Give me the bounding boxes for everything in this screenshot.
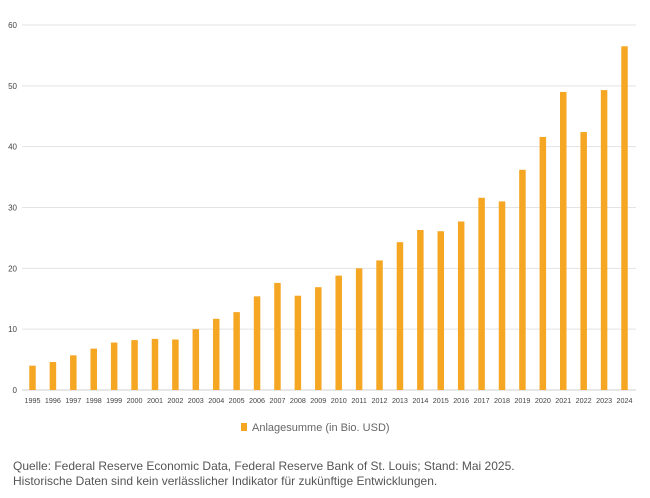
x-tick-label: 2011	[351, 396, 366, 405]
bar-2000	[131, 340, 138, 390]
x-tick-label: 2017	[474, 396, 490, 405]
bar-1995	[29, 365, 36, 390]
bar-2011	[355, 268, 363, 390]
x-tick-label: 2014	[412, 396, 428, 405]
bar-2023	[600, 90, 608, 390]
x-tick-label: 2024	[617, 396, 633, 405]
x-tick-label: 2016	[453, 396, 469, 405]
y-tick-label: 20	[8, 264, 17, 273]
footnote-source: Quelle: Federal Reserve Economic Data, F…	[13, 459, 515, 473]
bar-2004	[212, 318, 220, 390]
bar-2005	[233, 312, 240, 390]
bar-2017	[478, 197, 485, 390]
bar-2007	[274, 282, 281, 390]
x-tick-label: 2021	[555, 396, 571, 405]
bar-2019	[519, 169, 526, 390]
bar-1997	[70, 355, 77, 390]
y-tick-label: 30	[8, 204, 17, 213]
bar-2002	[172, 339, 179, 390]
bar-2009	[315, 287, 322, 390]
x-tick-label: 2006	[249, 396, 265, 405]
bar-2024	[621, 46, 628, 391]
x-tick-label: 2012	[372, 396, 388, 405]
gridlines	[22, 24, 636, 391]
x-tick-label: 1999	[106, 396, 122, 405]
x-tick-label: 2007	[269, 396, 285, 405]
bar-2021	[560, 91, 567, 391]
bar-1998	[90, 348, 97, 390]
y-tick-label: 60	[8, 21, 17, 30]
bar-2001	[151, 338, 159, 390]
x-tick-label: 2022	[576, 396, 592, 405]
x-tick-label: 2023	[596, 396, 612, 405]
bar-2012	[376, 260, 383, 390]
y-tick-label: 40	[8, 143, 17, 152]
x-tick-label: 2005	[229, 396, 245, 405]
x-tick-label: 2015	[433, 396, 449, 405]
bars	[29, 46, 628, 391]
x-tick-label: 1997	[65, 396, 81, 405]
legend-swatch	[241, 423, 247, 431]
x-tick-label: 2010	[331, 396, 347, 405]
x-tick-label: 2013	[392, 396, 408, 405]
bar-2015	[437, 231, 445, 390]
y-tick-label: 0	[13, 386, 18, 395]
x-tick-label: 2003	[188, 396, 204, 405]
x-tick-label: 1996	[45, 396, 61, 405]
bar-2008	[294, 295, 302, 390]
bar-2013	[396, 242, 404, 390]
bar-2003	[192, 329, 200, 390]
y-tick-label: 50	[8, 82, 17, 91]
y-tick-label: 10	[8, 325, 17, 334]
x-tick-label: 2019	[514, 396, 530, 405]
footnote-disclaimer: Historische Daten sind kein verlässliche…	[13, 474, 438, 488]
x-tick-label: 2009	[310, 396, 326, 405]
x-tick-label: 2004	[208, 396, 224, 405]
bar-2010	[335, 275, 342, 390]
bar-chart: 0 10 20 30 40 50 60 1995 1996 1997 1998 1999 2000 20…	[8, 21, 636, 434]
legend-label: Anlagesumme (in Bio. USD)	[252, 422, 390, 434]
y-axis-ticks: 0 10 20 30 40 50 60	[8, 21, 17, 395]
x-tick-label: 1995	[25, 396, 41, 405]
bar-2006	[253, 296, 261, 390]
bar-2022	[580, 132, 587, 391]
x-tick-label: 2008	[290, 396, 306, 405]
bar-2014	[417, 230, 424, 390]
bar-2018	[498, 201, 506, 390]
x-tick-label: 1998	[86, 396, 102, 405]
x-tick-label: 2001	[147, 396, 163, 405]
legend: Anlagesumme (in Bio. USD)	[241, 422, 390, 434]
x-tick-label: 2018	[494, 396, 510, 405]
bar-1996	[49, 362, 57, 390]
x-tick-label: 2020	[535, 396, 551, 405]
x-axis-ticks: 1995 1996 1997 1998 1999 2000 2001 2002 2003 2004…	[25, 396, 633, 405]
bar-2020	[539, 136, 547, 390]
x-tick-label: 2002	[167, 396, 183, 405]
x-tick-label: 2000	[127, 396, 143, 405]
bar-2016	[457, 221, 465, 390]
bar-1999	[110, 342, 118, 390]
